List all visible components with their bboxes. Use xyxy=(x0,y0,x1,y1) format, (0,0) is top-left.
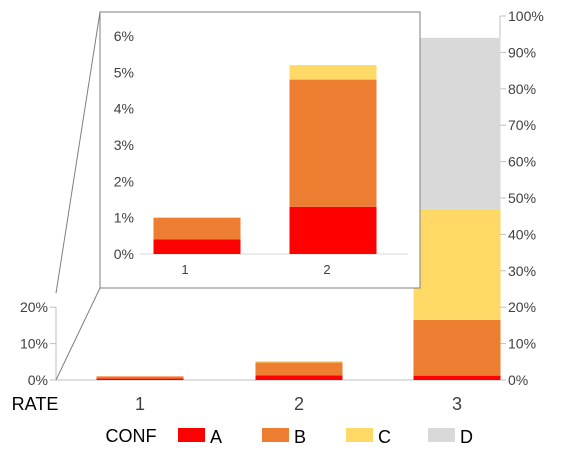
inset-bar-segment-c xyxy=(289,65,377,80)
main-bars xyxy=(96,37,501,380)
inset-bar-segment-a xyxy=(153,239,241,254)
right-axis-tick-label: 60% xyxy=(508,154,536,170)
legend-label-d: D xyxy=(460,427,473,447)
right-axis-tick-label: 20% xyxy=(508,299,536,315)
legend: CONF A B C D xyxy=(106,426,474,447)
x-axis-title: RATE xyxy=(12,394,59,414)
inset-chart: 0% 1% 2% 3% 4% 5% 6% 1 2 xyxy=(55,11,421,381)
inset-y-tick-label: 0% xyxy=(114,246,134,262)
inset-bar-segment-b xyxy=(153,217,241,240)
right-axis-tick-label: 70% xyxy=(508,117,536,133)
inset-y-tick-label: 5% xyxy=(114,64,134,80)
x-tick-label: 2 xyxy=(294,394,304,414)
zoom-connector-bottom xyxy=(55,287,101,381)
right-axis-tick-label: 30% xyxy=(508,263,536,279)
legend-label-a: A xyxy=(210,427,222,447)
right-axis-tick-label: 80% xyxy=(508,81,536,97)
x-tick-label: 1 xyxy=(135,394,145,414)
left-axis-tick-label: 0% xyxy=(28,372,48,388)
legend-swatch-c xyxy=(346,428,373,442)
legend-label-c: C xyxy=(378,427,391,447)
legend-swatch-a xyxy=(178,428,205,442)
inset-y-tick-label: 4% xyxy=(114,101,134,117)
right-axis-tick-label: 50% xyxy=(508,190,536,206)
inset-y-tick-label: 3% xyxy=(114,137,134,153)
right-axis-tick-label: 100% xyxy=(508,8,544,24)
x-tick-label: 3 xyxy=(452,394,462,414)
bar-segment-c xyxy=(413,208,501,320)
bar-segment-d xyxy=(413,37,501,209)
legend-swatch-d xyxy=(428,428,455,442)
inset-x-tick-label: 1 xyxy=(181,262,188,277)
inset-y-tick-label: 2% xyxy=(114,173,134,189)
main-axes: 0%10%20%30%40%50%60%70%80%90%100%0%10%20… xyxy=(12,8,544,414)
bar-segment-b xyxy=(255,362,343,376)
left-axis-tick-label: 20% xyxy=(20,299,48,315)
right-axis-tick-label: 0% xyxy=(508,372,528,388)
bar-segment-b xyxy=(96,376,184,379)
legend-title: CONF xyxy=(106,426,157,446)
left-axis-tick-label: 10% xyxy=(20,336,48,352)
bar-segment-a xyxy=(413,375,501,380)
inset-bar-segment-a xyxy=(289,206,377,254)
right-axis-tick-label: 90% xyxy=(508,44,536,60)
bar-segment-b xyxy=(413,319,501,376)
inset-y-tick-label: 1% xyxy=(114,210,134,226)
bar-segment-a xyxy=(255,375,343,380)
bar-segment-a xyxy=(96,378,184,380)
right-axis-tick-label: 10% xyxy=(508,336,536,352)
zoom-connector-top xyxy=(55,11,101,294)
legend-label-b: B xyxy=(294,427,306,447)
inset-y-tick-label: 6% xyxy=(114,28,134,44)
bar-segment-c xyxy=(255,361,343,363)
inset-bar-segment-b xyxy=(289,79,377,207)
legend-swatch-b xyxy=(262,428,289,442)
right-axis-tick-label: 40% xyxy=(508,226,536,242)
inset-x-tick-label: 2 xyxy=(323,262,330,277)
